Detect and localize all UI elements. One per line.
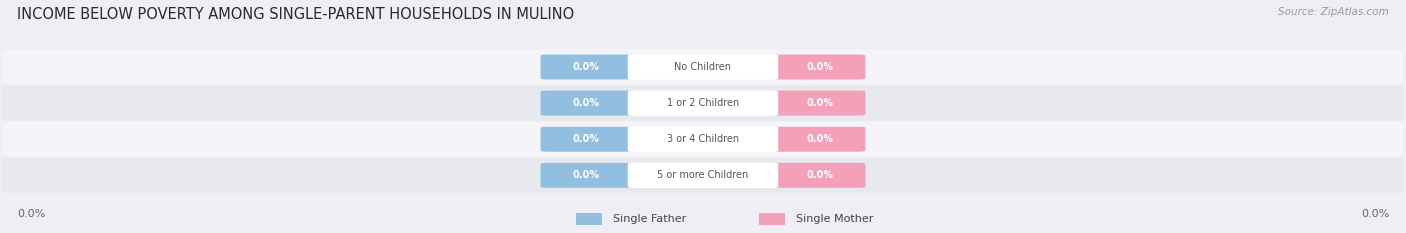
Text: 0.0%: 0.0% <box>806 134 834 144</box>
FancyBboxPatch shape <box>3 86 1403 121</box>
Text: 3 or 4 Children: 3 or 4 Children <box>666 134 740 144</box>
FancyBboxPatch shape <box>759 212 785 226</box>
Text: Single Mother: Single Mother <box>796 214 873 224</box>
FancyBboxPatch shape <box>540 55 633 79</box>
Text: No Children: No Children <box>675 62 731 72</box>
FancyBboxPatch shape <box>540 127 633 152</box>
FancyBboxPatch shape <box>773 91 865 116</box>
Text: 1 or 2 Children: 1 or 2 Children <box>666 98 740 108</box>
FancyBboxPatch shape <box>627 54 779 80</box>
FancyBboxPatch shape <box>773 163 865 188</box>
Text: 0.0%: 0.0% <box>572 134 600 144</box>
Text: 0.0%: 0.0% <box>572 98 600 108</box>
FancyBboxPatch shape <box>3 49 1403 85</box>
FancyBboxPatch shape <box>627 127 779 152</box>
FancyBboxPatch shape <box>540 91 633 116</box>
Text: 0.0%: 0.0% <box>17 209 45 219</box>
Text: Single Father: Single Father <box>613 214 686 224</box>
FancyBboxPatch shape <box>3 158 1403 193</box>
Text: 0.0%: 0.0% <box>572 62 600 72</box>
FancyBboxPatch shape <box>773 127 865 152</box>
FancyBboxPatch shape <box>3 122 1403 157</box>
FancyBboxPatch shape <box>540 163 633 188</box>
Text: 0.0%: 0.0% <box>1361 209 1389 219</box>
FancyBboxPatch shape <box>773 55 865 79</box>
FancyBboxPatch shape <box>576 212 602 226</box>
Text: INCOME BELOW POVERTY AMONG SINGLE-PARENT HOUSEHOLDS IN MULINO: INCOME BELOW POVERTY AMONG SINGLE-PARENT… <box>17 7 574 22</box>
Text: 0.0%: 0.0% <box>806 62 834 72</box>
Text: 0.0%: 0.0% <box>806 170 834 180</box>
Text: 0.0%: 0.0% <box>806 98 834 108</box>
Text: 0.0%: 0.0% <box>572 170 600 180</box>
Text: Source: ZipAtlas.com: Source: ZipAtlas.com <box>1278 7 1389 17</box>
FancyBboxPatch shape <box>627 90 779 116</box>
Text: 5 or more Children: 5 or more Children <box>658 170 748 180</box>
FancyBboxPatch shape <box>627 163 779 188</box>
